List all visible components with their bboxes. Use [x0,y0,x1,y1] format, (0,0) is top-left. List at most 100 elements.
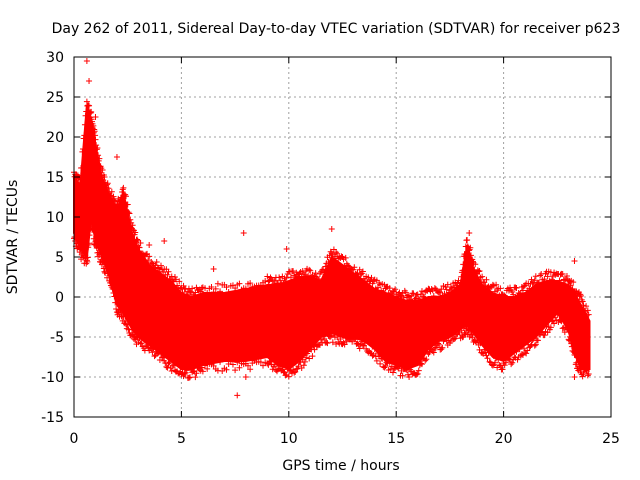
data-point-upper [81,132,88,139]
data-point-outlier [146,242,153,248]
y-axis: -15 -10 -5 0 5 10 15 20 25 30 [41,50,611,426]
data-point-upper [81,121,88,128]
data-point-upper [312,270,319,277]
data-point-lower [77,246,84,253]
data-point-lower [509,359,516,366]
data-point-lower [547,324,554,331]
data-point-lower [183,367,190,374]
data-point-upper [483,276,490,283]
data-point-lower [467,326,474,333]
data-point-upper [509,288,516,295]
data-point-lower [403,367,410,374]
data-point-upper [306,266,313,273]
data-point-outlier [328,226,335,232]
data-point-upper [374,284,381,291]
data-point-upper [471,266,478,273]
data-point-upper [153,258,160,265]
data-point-lower [100,258,107,265]
data-point-upper [134,236,141,243]
data-point-upper [191,292,198,299]
data-point-lower [104,274,111,281]
data-point-upper [137,239,144,246]
data-point-lower [422,357,429,364]
data-point-upper [536,279,543,286]
data-point-lower [247,366,254,373]
data-point-lower [568,343,575,350]
data-point-lower [415,367,422,374]
data-point-lower [469,330,476,337]
data-point-upper [108,188,115,195]
data-point-outlier [210,266,217,272]
data-point-lower [84,254,91,261]
data-point-lower [199,368,206,375]
data-point-lower [449,332,456,339]
data-point-lower [352,336,359,343]
data-point-lower [585,370,592,377]
data-point-upper [176,278,183,285]
data-point-upper [157,262,164,269]
data-point-lower [580,370,587,377]
data-point-upper [544,273,551,280]
data-point-upper [540,279,547,286]
data-point-upper [325,259,332,266]
data-point-lower [285,373,292,380]
data-point-lower [269,366,276,373]
data-point-lower [531,342,538,349]
data-point-outlier [466,230,473,236]
data-point-upper [225,289,232,296]
y-tick-label: 10 [46,210,64,226]
chart-title: Day 262 of 2011, Sidereal Day-to-day VTE… [52,21,621,37]
data-point-lower [294,365,301,372]
data-point-lower [168,368,175,375]
data-point-upper [407,296,414,303]
data-point-lower [124,321,131,328]
data-point-lower [198,364,205,371]
data-point-upper [165,268,172,275]
data-point-lower [71,233,78,240]
data-point-lower [381,364,388,371]
data-point-upper [415,295,422,302]
data-point-lower [492,359,499,366]
data-point-upper [585,311,592,318]
data-point-upper [145,257,152,264]
data-point-upper [400,294,407,301]
data-point-upper [177,285,184,292]
data-point-lower [334,334,341,341]
data-point-lower [360,342,367,349]
data-point-lower [169,362,176,369]
data-point-lower [584,372,591,379]
data-point-lower [377,360,384,367]
data-point-lower [266,358,273,365]
data-point-lower [554,311,561,318]
data-point-upper [88,108,95,115]
x-axis-label: GPS time / hours [282,458,399,474]
data-point-lower [464,324,471,331]
data-point-upper [117,197,124,204]
data-point-lower [335,339,342,346]
data-point-upper [93,142,100,149]
y-tick-label: 25 [46,90,64,106]
data-point-lower [163,363,170,370]
y-tick-label: 30 [46,50,64,66]
data-point-lower [570,347,577,354]
data-point-upper [268,276,275,283]
data-point-lower [320,333,327,340]
data-point-upper [179,289,186,296]
data-point-upper [577,292,584,299]
data-point-upper [333,249,340,256]
data-point-upper [459,267,466,274]
data-point-upper [107,192,114,199]
data-point-upper [79,148,86,155]
data-point-lower [572,352,579,359]
data-point-lower [210,362,217,369]
data-point-lower [497,362,504,369]
data-point-lower [567,337,574,344]
data-point-upper [570,279,577,286]
data-point-upper [276,274,283,281]
data-point-upper [430,293,437,300]
data-point-lower [389,369,396,376]
data-point-upper [301,271,308,278]
data-point-lower [86,232,93,239]
y-tick-label: -5 [50,330,64,346]
data-point-lower [93,244,100,251]
